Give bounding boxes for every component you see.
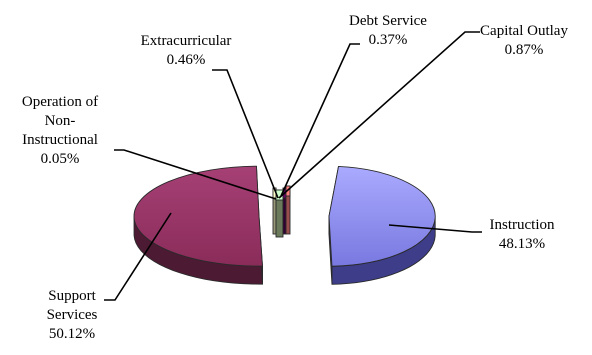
leader-line-capital-outlay <box>278 31 480 199</box>
slice-label-line: 50.12% <box>49 326 95 342</box>
slice-label-line: Debt Service <box>349 13 427 29</box>
leader-line-support-services <box>104 212 172 301</box>
pie-slices <box>133 165 436 285</box>
slice-label-line: Instruction <box>490 217 555 233</box>
leader-line-instruction <box>388 224 482 233</box>
leader-line-extracurricular <box>212 69 279 199</box>
slice-label-line: Support <box>48 288 96 304</box>
leader-line-debt-service <box>280 43 360 197</box>
pie-slice-operation-non-instructional <box>272 187 277 235</box>
slice-label-support-services: Support Services 50.12% <box>47 288 98 342</box>
slice-label-line: Services <box>47 307 98 323</box>
slice-label-instruction: Instruction 48.13% <box>490 217 555 252</box>
slice-label-line: Non- <box>45 113 76 129</box>
slice-label-line: Instructional <box>22 132 98 148</box>
slice-label-line: Operation of <box>22 94 98 110</box>
slice-label-line: Extracurricular <box>141 33 232 49</box>
leader-lines <box>104 31 482 301</box>
slice-label-line: 0.46% <box>167 52 206 68</box>
slice-label-debt-service: Debt Service 0.37% <box>349 13 427 48</box>
slice-label-extracurricular: Extracurricular 0.46% <box>141 33 232 68</box>
pie-slice-capital-outlay <box>285 185 291 235</box>
slice-label-capital-outlay: Capital Outlay 0.87% <box>480 23 568 58</box>
leader-line-operation-non-instructional <box>114 149 277 200</box>
slice-labels: Instruction 48.13% Support Services 50.12% Op… <box>22 13 569 342</box>
slice-label-operation-non-instructional: Operation of Non- Instructional 0.05% <box>22 94 98 167</box>
slice-label-line: Capital Outlay <box>480 23 568 39</box>
slice-label-line: 0.05% <box>41 151 80 167</box>
slice-label-line: 0.37% <box>369 32 408 48</box>
slice-label-line: 0.87% <box>505 42 544 58</box>
pie-slice-support-services <box>133 165 263 285</box>
pie-slice-instruction <box>328 166 436 285</box>
slice-label-line: 48.13% <box>499 236 545 252</box>
